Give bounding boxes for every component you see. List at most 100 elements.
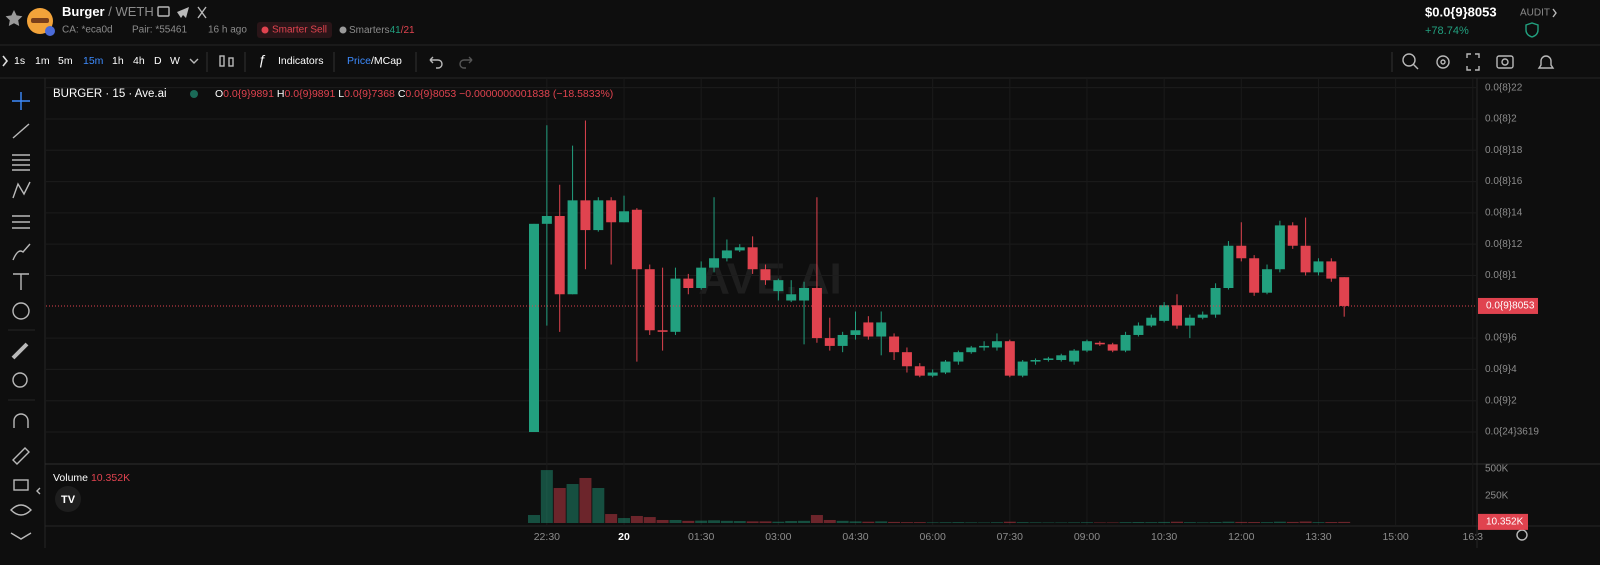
redo[interactable] [459,56,473,69]
interval-button[interactable]: 1m [35,55,50,67]
toolbar-expand[interactable] [2,55,9,67]
candle-body [1339,277,1350,306]
chart-settings[interactable] [1516,529,1528,541]
volume-bar [746,521,759,523]
x-tick-label: 06:00 [920,531,946,543]
o-label: O [215,88,223,100]
volume-bar [656,519,669,523]
volume-bar [1261,522,1274,523]
drawing-toolbar [8,92,35,540]
search-icon[interactable] [1402,53,1416,67]
projection-tool[interactable] [12,215,30,229]
y-tick-label: 0.0{9}6 [1485,333,1517,344]
candle-body [914,366,925,376]
indicators-button[interactable]: Indicators [278,55,324,67]
tv-logo[interactable] [55,486,81,512]
x-tick-label: 10:30 [1151,531,1177,543]
volume-bar [1222,521,1235,523]
candle-body [1249,258,1260,293]
audit[interactable]: AUDIT [1520,8,1550,19]
candle-body [747,247,758,270]
candle-body [1262,269,1273,293]
x-icon[interactable] [197,6,207,19]
web-icon[interactable] [157,6,170,17]
candle-body [811,288,822,339]
crosshair-tool[interactable] [12,92,30,110]
alert-icon[interactable] [1537,55,1555,69]
telegram-icon[interactable] [177,7,189,18]
candle-icon-body [228,57,234,67]
favorite-star[interactable] [5,10,23,26]
smarters-icon [339,26,347,34]
lock-drawing-tool[interactable] [12,447,30,465]
volume-bar [939,522,952,523]
x-tick-label: 13:30 [1305,531,1331,543]
candle-body [850,330,861,335]
magnet-tool[interactable] [13,413,29,428]
candle-body [580,200,591,231]
pair-address[interactable]: Pair: *55461 [132,25,187,36]
volume-bar [592,488,605,523]
zoom-tool[interactable] [12,372,28,388]
candle-body [966,347,977,353]
interval-dropdown[interactable] [189,58,199,64]
h-label: H [277,88,285,100]
price-mcap-toggle[interactable]: Price/MCap [347,55,402,67]
collapse-legend[interactable] [36,487,41,495]
brush-tool[interactable] [12,243,31,261]
remove-tool[interactable] [10,532,32,540]
smarters[interactable]: Smarters41/21 [349,25,415,36]
candle-body [940,361,951,373]
interval-button[interactable]: 5m [58,55,73,67]
y-tick-label: 0.0{9}4 [1485,364,1517,375]
fullscreen-icon[interactable] [1466,53,1480,71]
mcap-option[interactable]: MCap [374,55,402,67]
interval-button[interactable]: 1s [14,55,25,67]
chain-badge [45,26,55,36]
contract[interactable]: CA: *eca0d [62,25,113,36]
undo[interactable] [429,56,443,69]
interval-button[interactable]: D [154,55,162,67]
candle-type-icon[interactable] [219,55,234,67]
audit-arrow[interactable] [1552,8,1557,18]
text-tool[interactable] [13,273,29,290]
interval-button[interactable]: W [170,55,180,67]
camera-icon[interactable] [1496,55,1514,69]
last-volume-box [1478,513,1528,530]
candle-body [979,345,990,348]
candle-body [1081,341,1092,351]
volume-bar [965,522,978,523]
volume-bar [733,521,746,523]
visibility-tool[interactable] [10,504,32,516]
interval-button[interactable]: 4h [133,55,145,67]
candle-body [927,372,938,376]
x-tick-label: 15:00 [1382,531,1408,543]
volume-bar [1325,522,1338,523]
price-option[interactable]: Price [347,55,371,67]
price: $0.0{9}8053 [1425,4,1497,19]
interval-button[interactable]: 15m [83,55,104,67]
last-volume-label: 10.352K [1486,517,1524,528]
volume-bar [643,517,656,523]
interval-button[interactable]: 1h [112,55,124,67]
candle-body [1133,325,1144,335]
x-tick-label: 12:00 [1228,531,1254,543]
emoji-tool[interactable] [12,302,30,320]
y-tick-label: 0.0{8}2 [1485,114,1517,125]
trend-line-tool[interactable] [12,123,30,139]
ruler-tool[interactable] [11,342,29,360]
candle-body [631,209,642,270]
pattern-tool[interactable] [12,181,31,199]
interval-group: 1s 1m 5m 15m 1h 4h D W [14,55,180,67]
candle-body [683,278,694,288]
settings-icon[interactable] [1436,55,1450,69]
change-value: −0.0000000001838 (−18.5833%) [459,88,613,100]
fib-tool[interactable] [12,154,30,171]
volume-bar [630,515,643,523]
indicators-icon[interactable]: ƒ [258,52,266,68]
y-tick-label: 0.0{8}1 [1485,270,1517,281]
h-value: 0.0{9}9891 [285,88,336,100]
tag-smarter-sell[interactable]: Smarter Sell [272,25,327,36]
lock-tool[interactable] [13,479,29,491]
